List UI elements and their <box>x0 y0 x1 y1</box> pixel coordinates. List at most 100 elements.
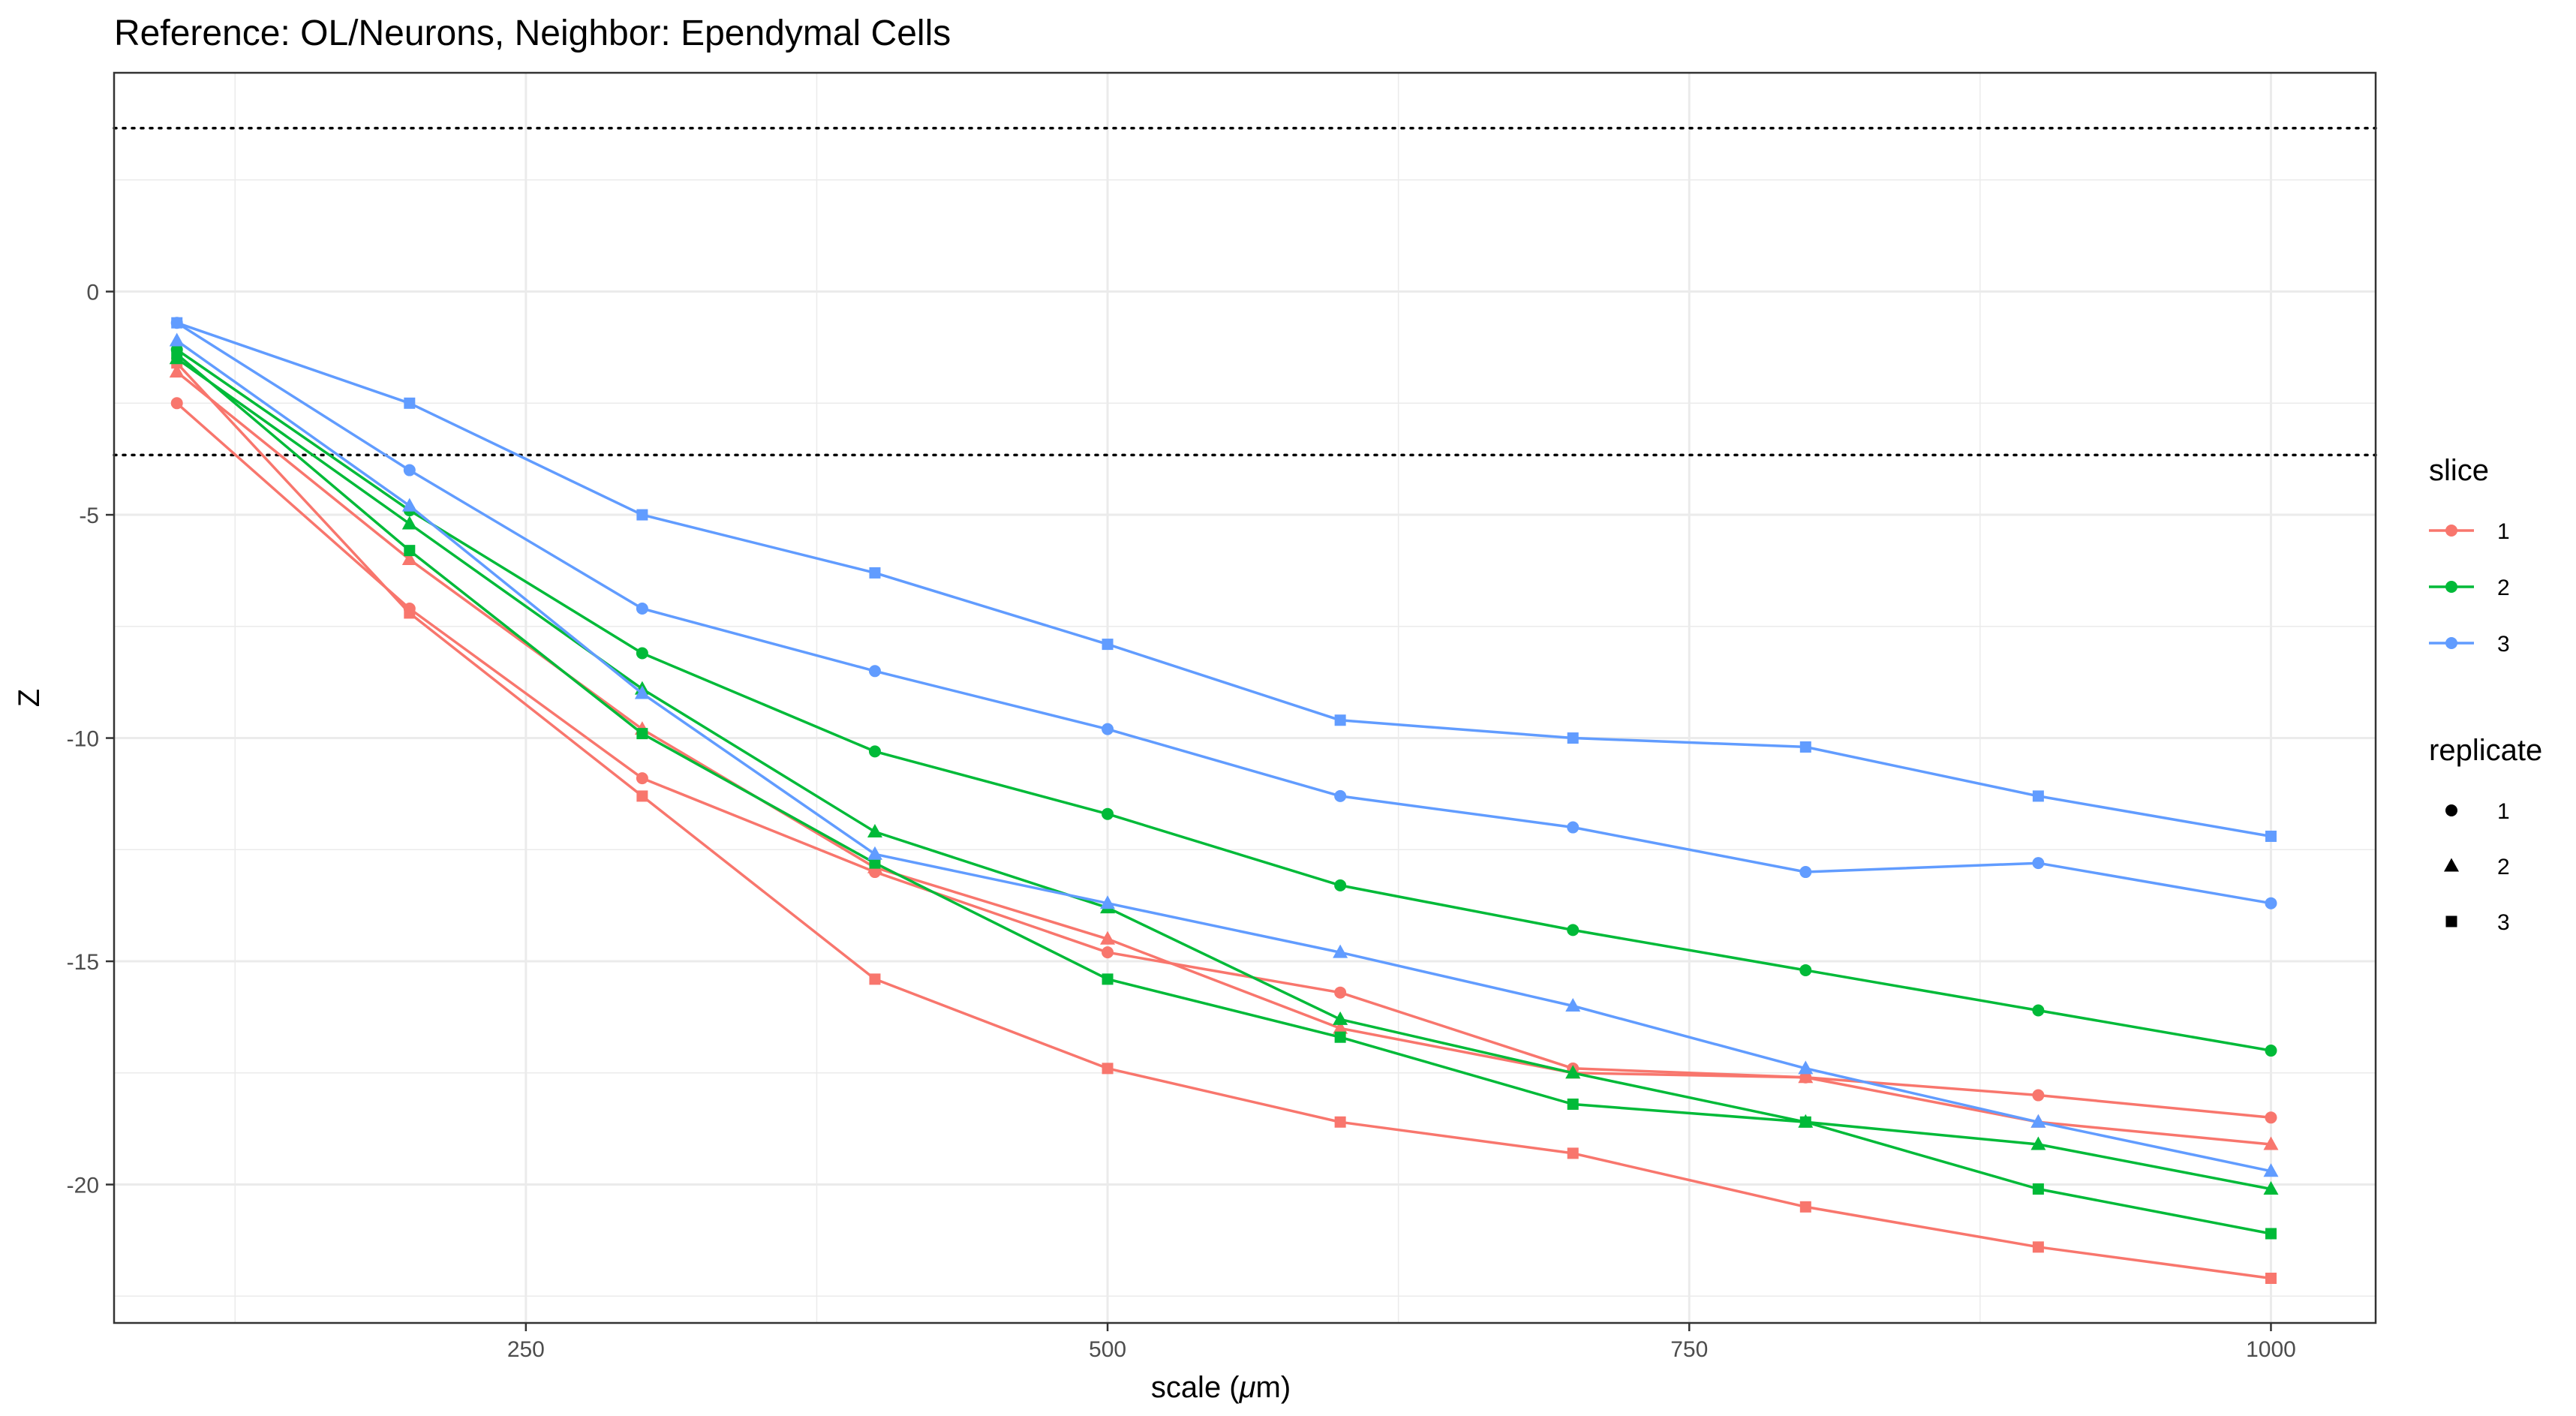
legend-key-shape <box>2444 858 2459 872</box>
data-point <box>2263 1136 2279 1150</box>
data-point <box>1799 866 1812 879</box>
data-point <box>636 647 648 660</box>
data-point <box>1334 986 1347 999</box>
data-point <box>869 973 881 985</box>
data-point <box>2032 857 2045 870</box>
legend-label: 2 <box>2497 576 2510 600</box>
data-point <box>2030 1136 2046 1150</box>
data-point <box>1102 639 1114 651</box>
x-tick-label: 1000 <box>2246 1337 2296 1362</box>
data-point <box>2032 1241 2044 1253</box>
data-point <box>2263 1163 2279 1177</box>
y-axis-ticks: 0 -5 -10 -15 -20 <box>67 281 114 1198</box>
legend-label: 1 <box>2497 799 2510 824</box>
data-point <box>1334 879 1347 891</box>
data-point <box>171 317 183 329</box>
legend: slice 1 2 3 replicate 1 2 3 <box>2429 454 2542 935</box>
data-point <box>1799 1116 1811 1128</box>
data-point <box>2032 1089 2045 1102</box>
data-point <box>1567 1098 1579 1110</box>
x-tick-label: 500 <box>1089 1337 1126 1362</box>
data-point <box>401 498 417 512</box>
data-point <box>1102 1063 1114 1075</box>
data-point <box>867 824 882 837</box>
legend-key-point <box>2445 637 2457 649</box>
data-point <box>636 772 648 785</box>
legend-label: 1 <box>2497 519 2510 544</box>
series-slice-3-replicate-1 <box>170 317 2277 909</box>
series-line <box>176 401 2271 1120</box>
x-axis-title: scale (μm) <box>1151 1371 1291 1404</box>
series-slice-2-replicate-1 <box>170 343 2277 1057</box>
series-line <box>176 339 2271 1173</box>
series-line <box>176 321 2271 905</box>
series-slice-2-replicate-2 <box>169 350 2279 1195</box>
legend-slice-item-2: 2 <box>2429 576 2510 600</box>
data-point <box>401 516 417 530</box>
legend-slice-item-1: 1 <box>2429 519 2510 544</box>
data-point <box>1100 930 1116 945</box>
series-slice-1-replicate-2 <box>169 364 2279 1150</box>
data-point <box>1333 1011 1348 1025</box>
legend-replicate-item-2: 2 <box>2444 855 2510 879</box>
data-point <box>1799 1201 1811 1213</box>
data-point <box>869 567 881 579</box>
series-slice-1-replicate-3 <box>171 357 2277 1284</box>
data-point <box>1798 1069 1814 1084</box>
data-point <box>2032 1004 2045 1017</box>
data-point <box>1565 1065 1581 1079</box>
data-point <box>2265 897 2277 909</box>
data-point <box>2030 1114 2046 1128</box>
data-point <box>869 857 881 869</box>
legend-slice-items: 1 2 3 <box>2429 519 2510 657</box>
y-tick-label: -5 <box>79 504 99 528</box>
x-tick-label: 250 <box>507 1337 545 1362</box>
data-point <box>1102 973 1114 985</box>
y-axis-title: Z <box>13 689 46 707</box>
legend-title-slice: slice <box>2429 454 2489 487</box>
data-point <box>1102 807 1114 820</box>
grid <box>114 73 2376 1323</box>
series-line <box>176 353 2271 1235</box>
data-point <box>1334 714 1346 726</box>
data-point <box>2265 1228 2277 1240</box>
data-point <box>636 509 648 521</box>
data-point <box>404 545 416 557</box>
plot-panel-border <box>113 71 2377 1324</box>
data-point <box>169 364 185 378</box>
y-tick-label: -10 <box>67 727 99 752</box>
reference-lines <box>113 127 2377 457</box>
data-point <box>1799 964 1812 976</box>
series-line <box>176 371 2271 1146</box>
data-point <box>1565 998 1581 1012</box>
data-point <box>1567 1147 1579 1159</box>
data-point <box>1102 723 1114 735</box>
legend-label: 3 <box>2497 632 2510 657</box>
data-point <box>2263 1181 2279 1195</box>
x-tick-label: 750 <box>1670 1337 1708 1362</box>
data-point <box>1100 895 1116 909</box>
legend-replicate-item-3: 3 <box>2445 910 2510 935</box>
data-point <box>868 665 881 678</box>
legend-key-point <box>2445 581 2457 593</box>
legend-label: 3 <box>2497 910 2510 935</box>
data-point <box>2265 1111 2277 1124</box>
series-slice-3-replicate-3 <box>171 317 2277 842</box>
data-point <box>2032 1183 2044 1195</box>
data-point <box>1567 732 1579 744</box>
data-point <box>1799 741 1811 753</box>
y-tick-label: -20 <box>67 1174 99 1198</box>
data-point <box>171 348 183 360</box>
series-line <box>176 362 2271 1280</box>
data-point <box>1334 1116 1346 1128</box>
data-point <box>404 607 416 619</box>
data-point <box>1333 944 1348 958</box>
y-tick-label: -15 <box>67 950 99 975</box>
legend-replicate-item-1: 1 <box>2445 799 2510 824</box>
legend-title-replicate: replicate <box>2429 734 2542 767</box>
series-slice-1-replicate-1 <box>170 397 2277 1124</box>
y-tick-label: 0 <box>86 281 99 305</box>
data-point <box>401 552 417 566</box>
chart-title: Reference: OL/Neurons, Neighbor: Ependym… <box>114 14 951 53</box>
